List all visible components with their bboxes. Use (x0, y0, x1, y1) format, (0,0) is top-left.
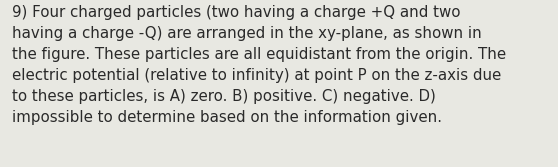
Text: 9) Four charged particles (two having a charge +Q and two
having a charge -Q) ar: 9) Four charged particles (two having a … (12, 5, 507, 125)
